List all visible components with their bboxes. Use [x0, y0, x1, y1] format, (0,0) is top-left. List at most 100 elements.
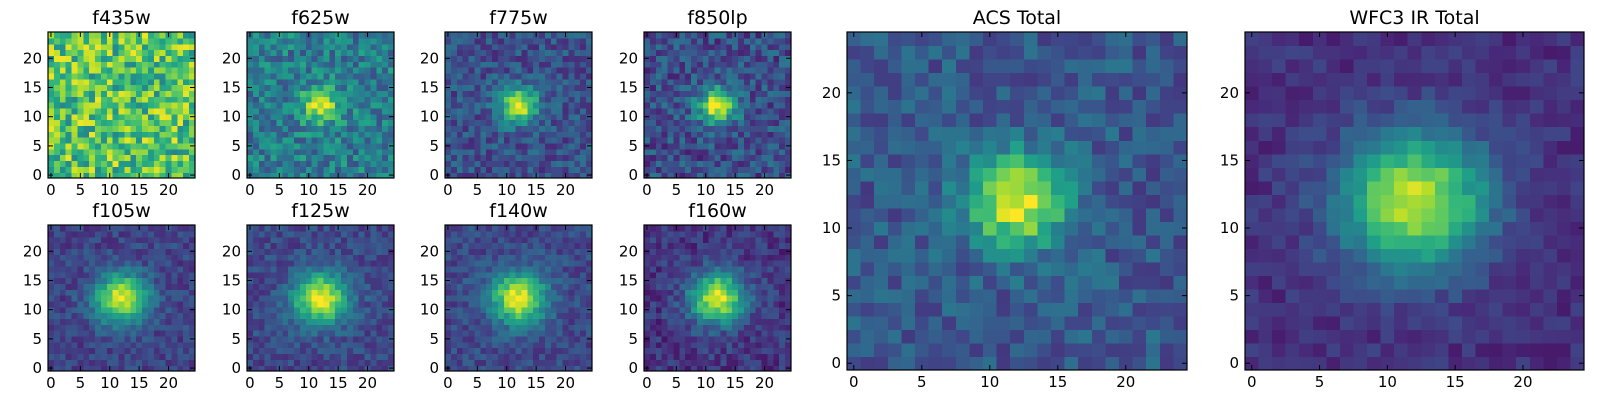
heatmap-cell [556, 365, 564, 372]
heatmap-cell [71, 90, 78, 97]
heatmap-cell [159, 306, 167, 314]
heatmap-cell [124, 295, 131, 302]
heatmap-cell [486, 289, 493, 296]
heatmap-cell [1078, 302, 1093, 317]
heatmap-cell [376, 300, 383, 308]
heatmap-cell [329, 32, 336, 39]
heatmap-cell [299, 265, 307, 273]
heatmap-cell [503, 341, 511, 349]
heatmap-cell [874, 221, 889, 236]
heatmap-cell [955, 59, 970, 74]
heatmap-cell [696, 72, 704, 80]
heatmap-cell [732, 142, 739, 150]
heatmap-cell [550, 324, 558, 331]
heatmap-cell [258, 335, 266, 343]
heatmap-cell [983, 99, 998, 114]
heatmap-cell [562, 295, 570, 302]
heatmap-cell [1132, 234, 1147, 249]
heatmap-cell [696, 90, 704, 97]
heatmap-cell [544, 119, 552, 127]
heatmap-cell [743, 32, 751, 39]
heatmap-cell [95, 37, 102, 45]
heatmap-cell [726, 90, 733, 97]
x-tick-label: 20 [755, 181, 774, 199]
heatmap-cell [388, 230, 395, 238]
heatmap-cell [305, 353, 313, 360]
heatmap-cell [738, 154, 745, 162]
heatmap-cell [294, 43, 301, 51]
heatmap-cell [702, 142, 710, 150]
heatmap-cell [189, 341, 196, 349]
heatmap-cell [1159, 329, 1174, 344]
heatmap-cell [159, 119, 167, 127]
heatmap-cell [276, 271, 283, 279]
heatmap-cell [779, 166, 786, 173]
heatmap-cell [153, 300, 161, 308]
heatmap-cell [1078, 221, 1093, 236]
heatmap-cell [901, 153, 916, 168]
heatmap-cell [299, 359, 307, 366]
heatmap-cell [352, 137, 360, 144]
heatmap-cell [346, 277, 354, 284]
heatmap-cell [71, 260, 78, 267]
heatmap-cell [673, 84, 680, 91]
heatmap-cell [550, 300, 558, 308]
heatmap-cell [732, 96, 739, 103]
heatmap-cell [955, 329, 970, 344]
heatmap-cell [282, 312, 289, 320]
heatmap-cell [847, 153, 862, 168]
heatmap-cell [550, 353, 558, 360]
heatmap-cell [486, 72, 493, 80]
heatmap-cell [130, 107, 137, 115]
heatmap-cell [480, 131, 487, 138]
heatmap-cell [474, 347, 481, 355]
x-tick-label: 0 [46, 374, 56, 392]
heatmap-cell [527, 347, 534, 355]
heatmap-cell [562, 67, 570, 74]
heatmap-cell [189, 300, 196, 308]
heatmap-cell [136, 90, 143, 97]
heatmap-cell [503, 318, 511, 325]
heatmap-cell [358, 265, 366, 273]
heatmap-cell [147, 248, 155, 255]
heatmap-cell [667, 55, 674, 62]
heatmap-cell [130, 90, 137, 97]
heatmap-cell [586, 347, 593, 355]
heatmap-cell [346, 43, 354, 51]
heatmap-cell [468, 32, 475, 39]
heatmap-cell [112, 248, 120, 255]
heatmap-cell [48, 148, 55, 156]
heatmap-cell [95, 96, 102, 103]
y-tick-label: 5 [231, 137, 241, 155]
heatmap-cell [317, 242, 325, 249]
heatmap-cell [335, 55, 342, 62]
heatmap-cell [550, 55, 558, 62]
y-tick-label: 15 [222, 271, 241, 289]
heatmap-cell [702, 131, 710, 138]
heatmap-cell [673, 154, 680, 162]
heatmap-cell [159, 335, 167, 343]
heatmap-cell [106, 271, 114, 279]
heatmap-cell [1051, 329, 1066, 344]
heatmap-cell [382, 295, 389, 302]
heatmap-cell [1051, 234, 1066, 249]
heatmap-cell [586, 137, 593, 144]
heatmap-cell [346, 137, 354, 144]
heatmap-cell [1023, 72, 1038, 87]
heatmap-cell [468, 318, 475, 325]
heatmap-cell [860, 153, 875, 168]
heatmap-cell [1146, 275, 1161, 290]
heatmap-cell [714, 137, 722, 144]
heatmap-cell [270, 347, 277, 355]
heatmap-cell [915, 207, 930, 222]
heatmap-cell [580, 353, 587, 360]
heatmap-cell [258, 242, 266, 249]
heatmap-cell [661, 55, 669, 62]
heatmap-cell [376, 335, 383, 343]
heatmap-cell [450, 61, 458, 68]
heatmap-cell [171, 260, 178, 267]
heatmap-cell [329, 248, 336, 255]
heatmap-cell [142, 265, 149, 273]
heatmap-cell [59, 148, 67, 156]
heatmap-cell [445, 330, 452, 337]
